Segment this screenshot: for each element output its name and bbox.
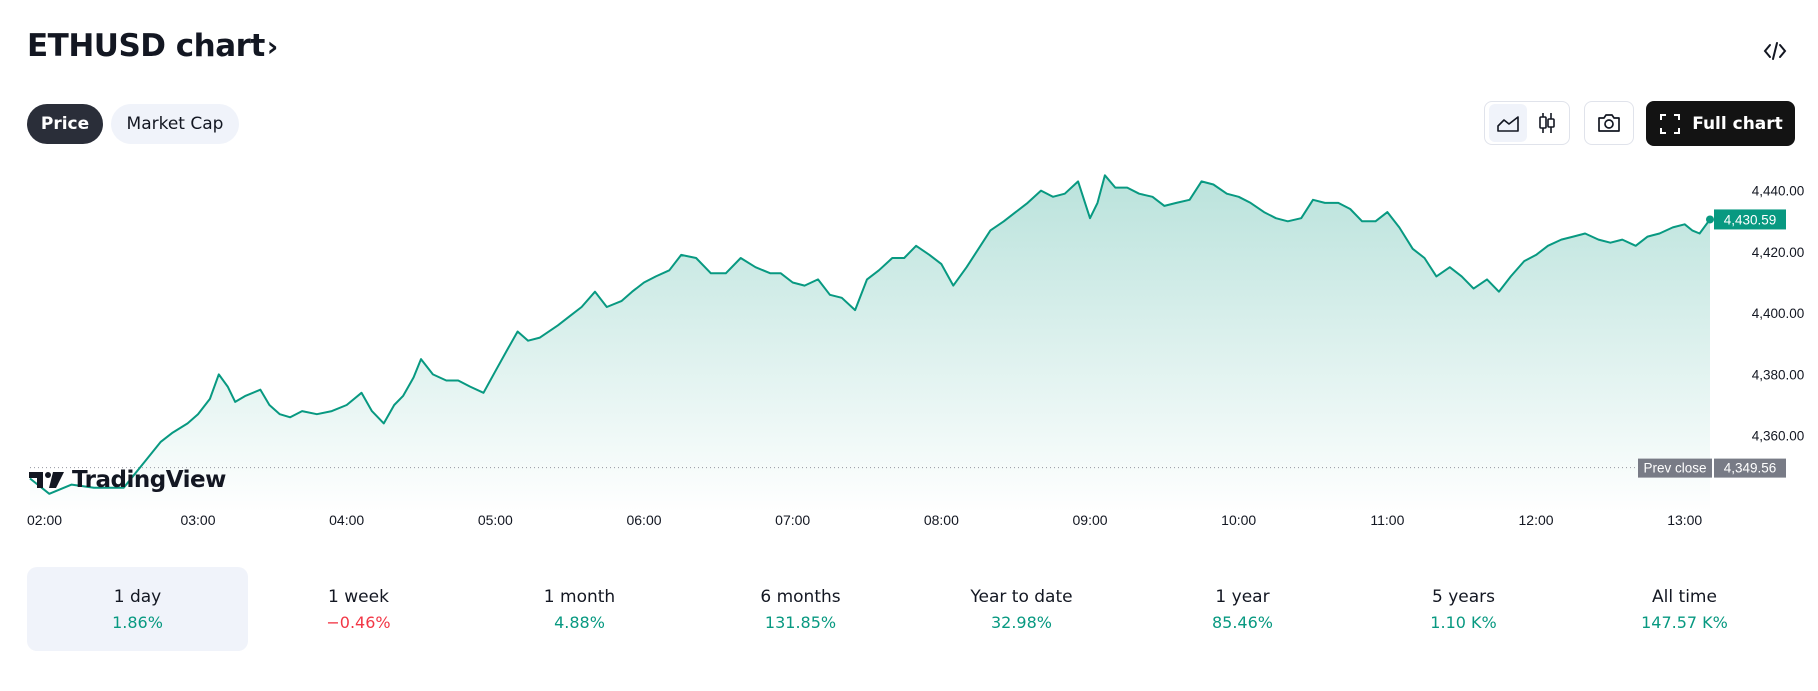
tradingview-logo-icon [29,472,64,488]
price-area-fill [30,175,1710,514]
y-tick-label: 4,380.00 [1752,367,1805,382]
last-price-dot [1706,215,1714,224]
period-label: 1 year [1215,586,1270,607]
last-price-badge: 4,430.59 [1714,209,1786,230]
x-tick-label: 11:00 [1370,512,1404,528]
full-chart-button[interactable]: Full chart [1646,101,1795,146]
last-price-label: 4,430.59 [1724,212,1777,227]
market-cap-tab[interactable]: Market Cap [111,104,239,144]
x-tick-label: 12:00 [1519,512,1554,528]
period-tabs: 1 day 1.86% 1 week −0.46% 1 month 4.88% … [27,567,1795,651]
period-change: 147.57 K% [1641,612,1728,632]
full-chart-label: Full chart [1692,113,1783,134]
prev-close-text: Prev close [1643,461,1706,476]
x-tick-label: 13:00 [1667,512,1702,528]
period-tab-1-day[interactable]: 1 day 1.86% [27,567,248,651]
period-label: 1 month [543,586,616,607]
x-tick-label: 03:00 [180,512,215,528]
period-label: All time [1652,586,1717,607]
fullscreen-icon [1660,113,1681,134]
period-change: −0.46% [326,612,391,632]
period-change: 4.88% [554,612,605,632]
period-tab-1-week[interactable]: 1 week −0.46% [248,567,469,651]
period-change: 1.86% [112,612,163,632]
price-chart[interactable]: 4,440.00 4,420.00 4,400.00 4,380.00 4,360.00… [0,160,1818,530]
prev-close-badge: Prev close 4,349.56 [1638,458,1786,478]
camera-icon [1598,114,1620,132]
x-tick-label: 08:00 [924,512,959,528]
code-icon [1763,42,1787,60]
period-label: 6 months [760,586,841,607]
x-tick-label: 06:00 [626,512,661,528]
period-change: 131.85% [764,612,837,632]
x-tick-label: 09:00 [1073,512,1108,528]
x-tick-label: 07:00 [775,512,810,528]
period-change: 85.46% [1211,612,1273,632]
period-change: 32.98% [990,612,1052,632]
embed-code-button[interactable] [1758,34,1792,68]
tradingview-logo[interactable]: TradingView [28,467,226,493]
prev-close-value: 4,349.56 [1724,461,1777,476]
period-tab-5-years[interactable]: 5 years 1.10 K% [1353,567,1574,651]
period-label: 5 years [1431,586,1495,607]
period-tab-all-time[interactable]: All time 147.57 K% [1574,567,1795,651]
area-chart-icon [1496,116,1519,132]
period-tab-6-months[interactable]: 6 months 131.85% [690,567,911,651]
area-chart-button[interactable] [1488,104,1527,142]
period-label: 1 week [328,586,389,607]
period-label: 1 day [113,586,162,607]
x-tick-label: 04:00 [329,512,364,528]
candlestick-chart-button[interactable] [1528,104,1566,142]
candlestick-icon [1538,113,1555,133]
chart-title-text: ETHUSD chart [27,28,265,64]
page-title[interactable]: ETHUSD chart› [27,28,278,64]
period-tab-1-month[interactable]: 1 month 4.88% [469,567,690,651]
price-line [29,174,1711,495]
period-tab-1-year[interactable]: 1 year 85.46% [1132,567,1353,651]
y-tick-label: 4,440.00 [1752,184,1805,199]
y-tick-label: 4,420.00 [1752,245,1805,260]
period-tab-year-to-date[interactable]: Year to date 32.98% [911,567,1132,651]
period-change: 1.10 K% [1430,612,1497,632]
snapshot-button[interactable] [1584,101,1634,145]
y-tick-label: 4,400.00 [1752,306,1805,321]
x-tick-label: 10:00 [1221,512,1256,528]
x-tick-label: 05:00 [478,512,513,528]
chart-type-group [1484,101,1570,145]
tradingview-logo-text: TradingView [72,467,226,493]
chevron-right-icon: › [266,30,279,63]
x-axis: 02:00 03:00 04:00 05:00 06:00 07:00 08:00 09:00… [27,512,1702,528]
period-label: Year to date [970,586,1073,607]
y-tick-label: 4,360.00 [1752,429,1805,444]
y-axis: 4,440.00 4,420.00 4,400.00 4,380.00 4,360.00 [1752,184,1805,444]
x-tick-label: 02:00 [27,512,62,528]
price-tab[interactable]: Price [27,104,103,144]
